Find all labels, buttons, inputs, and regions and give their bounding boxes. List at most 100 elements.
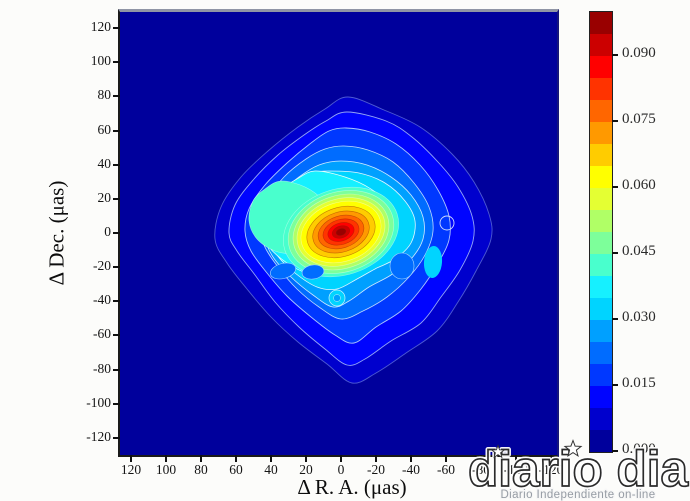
colorbar-band (590, 100, 612, 122)
colorbar-band (590, 56, 612, 78)
y-tick-label: 0 (104, 224, 111, 239)
x-tick-label: -120 (538, 462, 564, 477)
colorbar-tick (612, 120, 618, 122)
contour-level (333, 294, 341, 302)
colorbar-tick (612, 186, 618, 188)
contour-level (269, 262, 297, 280)
colorbar-tick-label: 0.090 (622, 45, 656, 61)
colorbar-tick (612, 252, 618, 254)
x-axis-tick (165, 455, 167, 462)
contour-plot (118, 9, 559, 457)
colorbar-tick (612, 384, 618, 386)
y-axis-tick (113, 402, 120, 405)
contour-level (335, 228, 347, 236)
x-axis-tick (515, 455, 517, 462)
y-axis-tick (113, 266, 120, 269)
x-tick-label: 60 (229, 462, 243, 477)
colorbar-tick-label: 0.000 (622, 441, 656, 457)
x-axis-tick (550, 455, 552, 462)
x-axis-tick (340, 455, 342, 462)
x-axis-tick (410, 455, 412, 462)
y-axis-tick (113, 368, 120, 371)
colorbar-band (590, 144, 612, 166)
x-tick-label: 80 (194, 462, 208, 477)
colorbar-band (590, 430, 612, 452)
colorbar-band (590, 210, 612, 232)
y-tick-label: -80 (93, 360, 111, 376)
y-tick-label: -40 (93, 292, 111, 308)
x-axis-tick (480, 455, 482, 462)
watermark-subtitle: Diario Independiente on-line (500, 489, 655, 501)
colorbar-tick (612, 54, 618, 56)
x-tick-label: -100 (503, 462, 529, 477)
x-axis-tick (235, 455, 237, 462)
y-axis-tick (113, 95, 120, 98)
colorbar-band (590, 364, 612, 386)
contour-level (423, 246, 443, 278)
colorbar-band (590, 408, 612, 430)
x-axis-tick (375, 455, 377, 462)
y-tick-label: 40 (97, 155, 112, 171)
y-tick-label: 20 (97, 189, 112, 205)
colorbar-band (590, 320, 612, 342)
y-tick-label: -20 (93, 258, 111, 274)
colorbar-band (590, 122, 612, 144)
x-tick-label: -20 (367, 462, 385, 477)
y-axis-tick (113, 27, 120, 30)
x-tick-label: -60 (437, 462, 455, 477)
y-axis-tick (113, 61, 120, 64)
x-tick-label: 20 (299, 462, 313, 477)
y-axis-tick (113, 436, 120, 439)
y-axis-title: Δ Dec. (μas) (44, 180, 69, 286)
x-tick-label: 0 (337, 462, 345, 477)
x-axis-tick (130, 455, 132, 462)
colorbar-band (590, 298, 612, 320)
colorbar-tick-label: 0.015 (622, 375, 656, 391)
y-tick-label: -120 (86, 428, 111, 444)
x-tick-label: 120 (120, 462, 142, 477)
colorbar-band (590, 254, 612, 276)
y-tick-label: 80 (97, 87, 112, 103)
colorbar-band (590, 276, 612, 298)
colorbar-tick-label: 0.030 (622, 309, 656, 325)
x-axis-tick (270, 455, 272, 462)
y-tick-label: 60 (97, 121, 112, 137)
colorbar-band (590, 34, 612, 56)
x-tick-label: 40 (264, 462, 278, 477)
colorbar-band (590, 386, 612, 408)
y-tick-label: 120 (90, 19, 111, 35)
contour-level (439, 215, 455, 231)
y-axis-tick (113, 129, 120, 132)
x-tick-label: 100 (155, 462, 177, 477)
x-axis-tick (445, 455, 447, 462)
x-axis-title: Δ R. A. (μas) (297, 475, 407, 499)
colorbar-band (590, 78, 612, 100)
colorbar-band (590, 166, 612, 188)
colorbar-tick (612, 318, 618, 320)
colorbar-tick-label: 0.075 (622, 111, 656, 127)
x-axis-tick (305, 455, 307, 462)
contour-level (389, 252, 415, 280)
star-icon (563, 439, 583, 458)
colorbar-tick-label: 0.045 (622, 243, 656, 259)
colorbar (589, 11, 613, 453)
x-tick-label: -40 (402, 462, 420, 477)
y-tick-label: 100 (90, 53, 111, 69)
y-axis-tick (113, 197, 120, 200)
y-axis-tick (113, 232, 120, 234)
y-axis-tick (113, 300, 120, 303)
colorbar-band (590, 188, 612, 210)
contour-level (301, 264, 325, 280)
x-tick-label: -80 (472, 462, 490, 477)
colorbar-tick (612, 450, 618, 452)
colorbar-tick-label: 0.060 (622, 177, 656, 193)
colorbar-band (590, 232, 612, 254)
x-axis-tick (200, 455, 202, 462)
colorbar-band (590, 12, 612, 34)
y-tick-label: -100 (86, 394, 111, 410)
y-axis-tick (113, 334, 120, 337)
y-tick-label: -60 (93, 326, 111, 342)
y-axis-tick (113, 163, 120, 166)
colorbar-band (590, 342, 612, 364)
contour-plot-svg (120, 12, 557, 455)
